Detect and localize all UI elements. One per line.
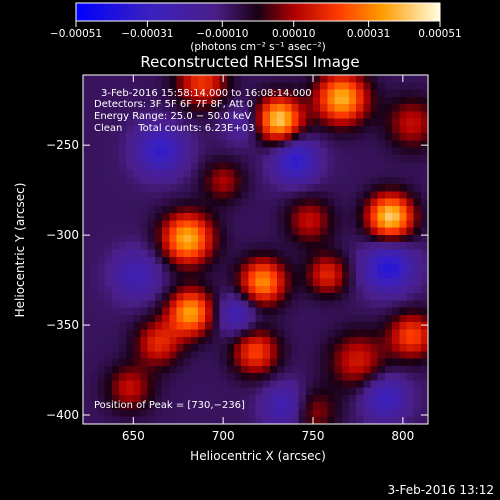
colorbar-tick-label: 0.00031 bbox=[347, 28, 390, 40]
colorbar-tick-label: 0.00051 bbox=[418, 28, 461, 40]
y-tick-label: −350 bbox=[46, 318, 79, 332]
colorbar bbox=[75, 2, 441, 22]
colorbar-tick-label: −0.00031 bbox=[121, 28, 173, 40]
x-tick-label: 650 bbox=[122, 429, 145, 443]
x-axis-label: Heliocentric X (arcsec) bbox=[190, 449, 326, 463]
y-tick-label: −250 bbox=[46, 138, 79, 152]
colorbar-unit-label: (photons cm⁻² s⁻¹ asec⁻²) bbox=[190, 41, 325, 53]
colorbar-tick-label: −0.00051 bbox=[50, 28, 102, 40]
colorbar-tick-label: 0.00010 bbox=[272, 28, 315, 40]
heatmap-image bbox=[83, 75, 428, 424]
y-axis-label: Heliocentric Y (arcsec) bbox=[13, 183, 27, 318]
x-tick-label: 800 bbox=[391, 429, 414, 443]
timestamp: 3-Feb-2016 13:12 bbox=[388, 483, 494, 497]
x-tick-label: 700 bbox=[212, 429, 235, 443]
chart-title: Reconstructed RHESSI Image bbox=[140, 53, 359, 71]
x-tick-label: 750 bbox=[302, 429, 325, 443]
annotation-clean: Clean Total counts: 6.23E+03 bbox=[94, 123, 254, 134]
y-tick-label: −300 bbox=[46, 228, 79, 242]
annotation-time-range: 3-Feb-2016 15:58:14.000 to 16:08:14.000 bbox=[101, 88, 312, 99]
colorbar-tick-label: −0.00010 bbox=[196, 28, 248, 40]
annotation-detectors: Detectors: 3F 5F 6F 7F 8F, Att 0 bbox=[94, 99, 253, 110]
annotation-energy-range: Energy Range: 25.0 − 50.0 keV bbox=[94, 111, 251, 122]
annotation-peak-position: Position of Peak = [730,−236] bbox=[94, 400, 245, 411]
plot-frame bbox=[82, 74, 429, 425]
axis-ticks: 650 700 750 800 −250 −300 −350 −400 bbox=[46, 75, 428, 443]
colorbar-ticks: −0.00051 −0.00031 −0.00010 0.00010 0.00031 0.… bbox=[50, 21, 462, 40]
y-tick-label: −400 bbox=[46, 408, 79, 422]
